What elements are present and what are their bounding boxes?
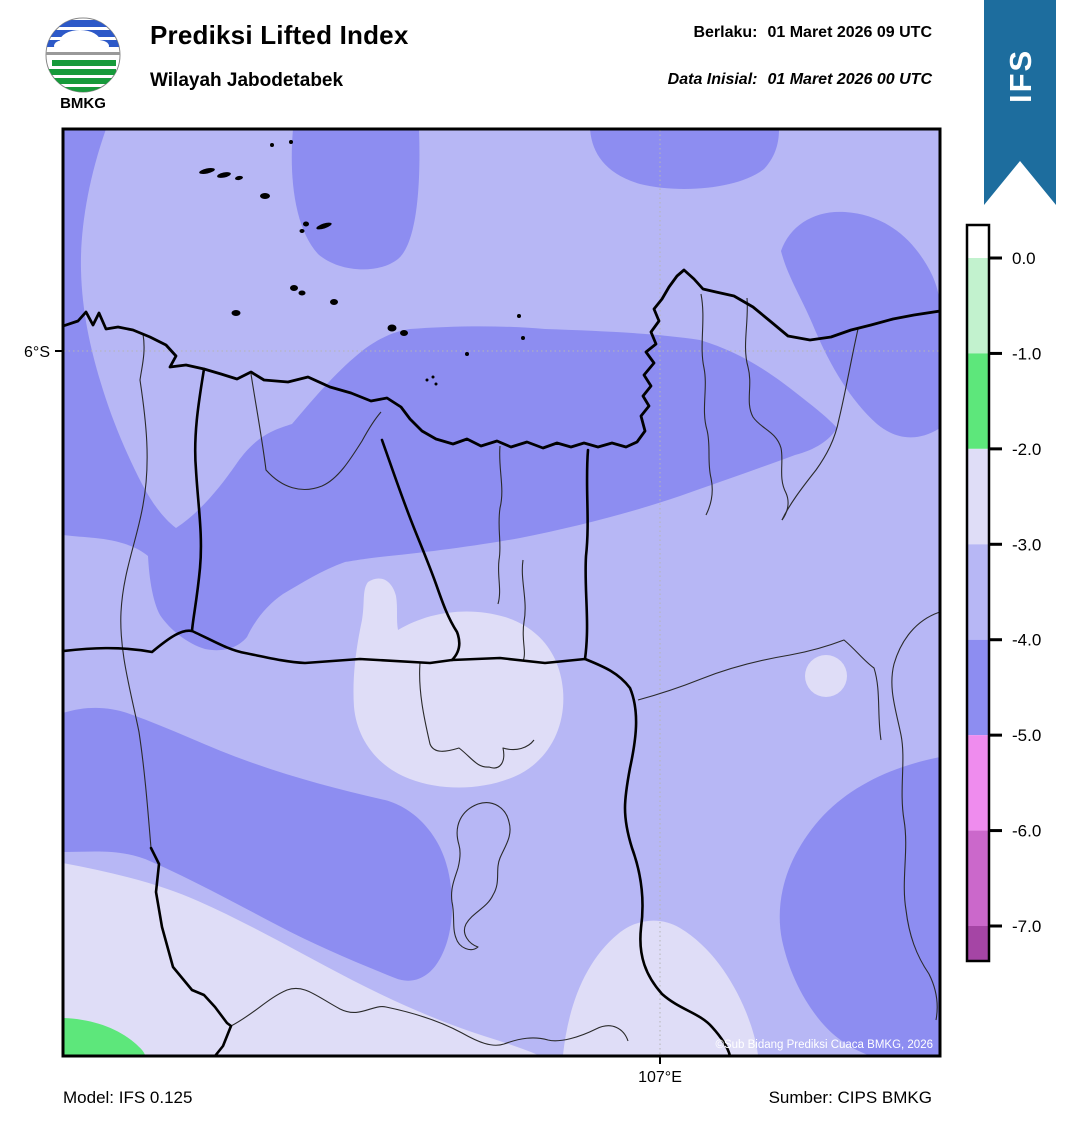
valid-time-label: Berlaku: <box>693 24 758 41</box>
colorbar-segment <box>967 258 989 354</box>
islands-kepulauan-seribu <box>199 140 525 386</box>
logo-label: BMKG <box>60 95 106 112</box>
initial-time-line: Data Inisial: 01 Maret 2026 00 UTC <box>668 71 932 89</box>
admin-boundaries-thin <box>120 293 939 1046</box>
li-region-dark-east-blob <box>781 211 939 438</box>
ribbon-label: IFS <box>1003 49 1038 103</box>
li-region-pale-east-spot <box>805 655 847 697</box>
colorbar-segment <box>967 639 989 736</box>
colorbar-segment <box>967 830 989 926</box>
colorbar-tick-label: -2.0 <box>1012 440 1041 459</box>
lon-label: 107°E <box>638 1069 682 1086</box>
colorbar-segment <box>967 225 989 258</box>
page-title: Prediksi Lifted Index <box>150 20 409 50</box>
li-region-green-corner <box>64 1018 145 1055</box>
colorbar-tick-label: -4.0 <box>1012 631 1041 650</box>
colorbar-segment <box>967 544 989 640</box>
bmkg-logo: BMKG <box>45 17 121 112</box>
graticule-gridlines <box>64 130 939 1055</box>
li-region-pale-south-middle <box>563 920 758 1055</box>
li-region-dark-coastal-mass <box>64 130 837 651</box>
li-region-pale-central-blob <box>353 578 564 788</box>
colorbar-tick-label: 0.0 <box>1012 249 1036 268</box>
admin-boundaries-thick <box>64 367 732 1056</box>
li-region-pale-southwest <box>64 863 538 1055</box>
source-label: Sumber: CIPS BMKG <box>768 1088 932 1107</box>
colorbar-segment <box>967 735 989 831</box>
colorbar-segment <box>967 926 989 961</box>
li-contour-regions <box>64 130 939 1056</box>
li-region-dark-top-right-blob <box>590 130 779 190</box>
initial-time-label: Data Inisial: <box>667 71 758 88</box>
lat-label: 6°S <box>24 344 50 361</box>
li-region-dark-southwest-band <box>64 707 453 981</box>
colorbar-tick-label: -3.0 <box>1012 535 1041 554</box>
logo-glyph <box>46 20 120 92</box>
colorbar-tick-label: -1.0 <box>1012 344 1041 363</box>
valid-time-line: Berlaku: 01 Maret 2026 09 UTC <box>693 24 932 42</box>
colorbar: 0.0 -1.0 -2.0 -3.0 -4.0 -5.0 -6.0 -7.0 <box>967 225 1041 961</box>
initial-time-value: 01 Maret 2026 00 UTC <box>767 71 932 88</box>
map-border <box>61 127 942 1058</box>
colorbar-tick-label: -6.0 <box>1012 822 1041 841</box>
page-subtitle: Wilayah Jabodetabek <box>150 70 344 91</box>
valid-time-value: 01 Maret 2026 09 UTC <box>767 24 932 41</box>
colorbar-tick-label: -7.0 <box>1012 917 1041 936</box>
map-copyright: ©Sub Bidang Prediksi Cuaca BMKG, 2026 <box>715 1039 933 1051</box>
colorbar-frame <box>965 223 991 963</box>
model-label: Model: IFS 0.125 <box>63 1088 193 1107</box>
model-ribbon: IFS <box>984 0 1056 205</box>
axis-labels: 6°S 107°E <box>24 344 682 1086</box>
coastline <box>64 268 939 450</box>
colorbar-segment <box>967 353 989 449</box>
li-region-dark-southeast <box>779 757 939 1055</box>
colorbar-segment <box>967 448 989 545</box>
colorbar-tick-label: -5.0 <box>1012 726 1041 745</box>
li-region-dark-top-left-blob <box>291 130 420 270</box>
